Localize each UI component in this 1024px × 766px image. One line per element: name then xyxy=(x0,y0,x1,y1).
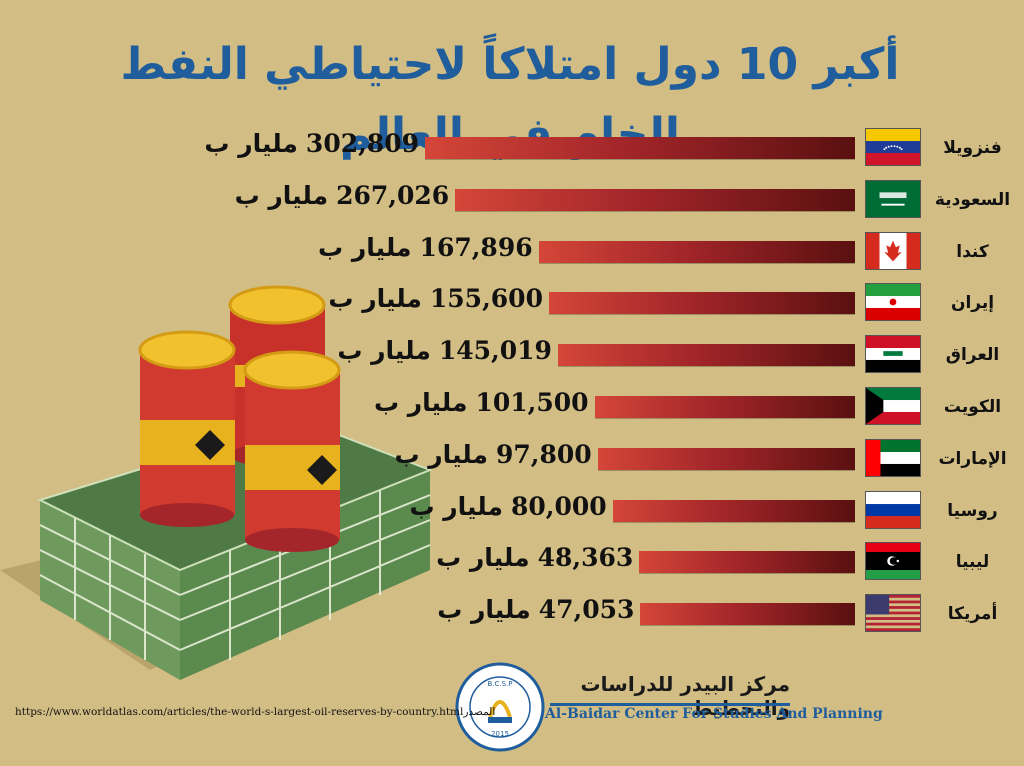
value-label: مليار ب 267,026 xyxy=(235,176,450,216)
country-label: الكويت xyxy=(943,397,1002,417)
value-unit: مليار ب xyxy=(328,284,422,314)
usa-flag-icon xyxy=(865,594,921,633)
value-label: مليار ب 167,896 xyxy=(318,228,533,268)
value-number: 302,809 xyxy=(305,129,419,158)
oil-barrel xyxy=(243,350,341,552)
org-divider xyxy=(550,703,790,706)
source-url[interactable]: https://www.worldatlas.com/articles/the-… xyxy=(15,706,464,718)
bar xyxy=(597,447,855,470)
value-number: 97,800 xyxy=(495,439,592,469)
value-label: مليار ب 145,019 xyxy=(337,331,552,371)
value-unit: مليار ب xyxy=(204,129,298,158)
saudi-flag-icon xyxy=(865,179,921,218)
bar-row: مليار ب 167,896 كندا xyxy=(0,231,1024,272)
value-unit: مليار ب xyxy=(234,180,329,210)
venezuela-flag-icon xyxy=(865,128,921,166)
value-label: مليار ب 97,800 xyxy=(394,435,591,475)
value-number: 145,019 xyxy=(438,336,552,366)
country-label: إيران xyxy=(950,293,995,314)
source-label: المصدر xyxy=(463,706,496,718)
country-label: روسيا xyxy=(947,500,998,521)
value-unit: مليار ب xyxy=(436,543,530,573)
value-label: مليار ب 48,363 xyxy=(436,538,633,578)
country-label: كندا xyxy=(956,241,989,262)
source-line: https://www.worldatlas.com/articles/the-… xyxy=(15,706,495,726)
value-number: 155,600 xyxy=(429,284,543,314)
bar xyxy=(640,603,855,626)
country-label: أمريكا xyxy=(947,604,998,625)
iraq-flag-icon xyxy=(865,335,921,374)
value-unit: مليار ب xyxy=(318,232,412,262)
country-label: الإمارات xyxy=(938,448,1007,469)
country-label: العراق xyxy=(945,345,1000,366)
bar-row: مليار ب 47,053 أمريكا xyxy=(0,594,1024,634)
bar xyxy=(594,396,855,418)
bar xyxy=(455,188,855,211)
russia-flag-icon xyxy=(865,490,921,529)
value-label: مليار ب 80,000 xyxy=(409,487,606,527)
bar-row: مليار ب 267,026 السعودية xyxy=(0,179,1024,220)
org-name-arabic: مركز البيدر للدراسات والتخطيط xyxy=(580,672,790,720)
bar xyxy=(639,551,855,574)
value-unit: مليار ب xyxy=(437,595,531,625)
bar xyxy=(425,137,855,159)
chart-title: أكبر 10 دول امتلاكاً لاحتياطي النفط الخا… xyxy=(120,39,900,160)
value-label: مليار ب 47,053 xyxy=(437,590,634,630)
bar xyxy=(557,344,855,367)
oil-barrels-money-illustration xyxy=(0,285,433,680)
value-unit: مليار ب xyxy=(409,491,503,521)
value-unit: مليار ب xyxy=(373,388,468,417)
country-label: السعودية xyxy=(934,189,1011,210)
libya-flag-icon xyxy=(865,542,921,581)
logo-text: B.C.S.P xyxy=(487,680,512,688)
bar-row: مليار ب 48,363 ليبيا xyxy=(0,542,1024,582)
country-label: ليبيا xyxy=(955,552,990,573)
bar xyxy=(548,292,855,315)
canada-flag-icon xyxy=(865,231,921,270)
bar-row: مليار ب 101,500 الكويت xyxy=(0,387,1024,427)
value-number: 48,363 xyxy=(537,543,634,573)
iran-flag-icon xyxy=(865,283,921,322)
bar xyxy=(612,499,855,522)
value-unit: مليار ب xyxy=(337,336,431,366)
value-number: 47,053 xyxy=(538,595,635,625)
value-number: 80,000 xyxy=(510,491,607,521)
bar-row: مليار ب 145,019 العراق xyxy=(0,335,1024,375)
value-label: مليار ب 302,809 xyxy=(204,124,419,164)
value-label: مليار ب 155,600 xyxy=(328,279,543,319)
logo-year: 2015 xyxy=(491,730,509,738)
bar-row: مليار ب 302,809 فنزويلا xyxy=(0,128,1024,168)
value-unit: مليار ب xyxy=(394,439,488,469)
bar-row: مليار ب 155,600 إيران xyxy=(0,283,1024,323)
bar xyxy=(538,240,855,263)
kuwait-flag-icon xyxy=(865,387,921,425)
org-name-english: Al-Baidar Center For Studies And Plannin… xyxy=(545,706,883,722)
value-number: 101,500 xyxy=(475,388,589,417)
bar-row: مليار ب 97,800 الإمارات xyxy=(0,438,1024,479)
uae-flag-icon xyxy=(865,438,921,477)
country-label: فنزويلا xyxy=(943,138,1002,158)
oil-barrel xyxy=(138,330,236,527)
value-number: 167,896 xyxy=(419,232,533,262)
value-number: 267,026 xyxy=(336,180,450,210)
bar-row: مليار ب 80,000 روسيا xyxy=(0,490,1024,531)
al-baidar-logo: B.C.S.P 2015 xyxy=(455,662,545,752)
value-label: مليار ب 101,500 xyxy=(374,383,589,423)
